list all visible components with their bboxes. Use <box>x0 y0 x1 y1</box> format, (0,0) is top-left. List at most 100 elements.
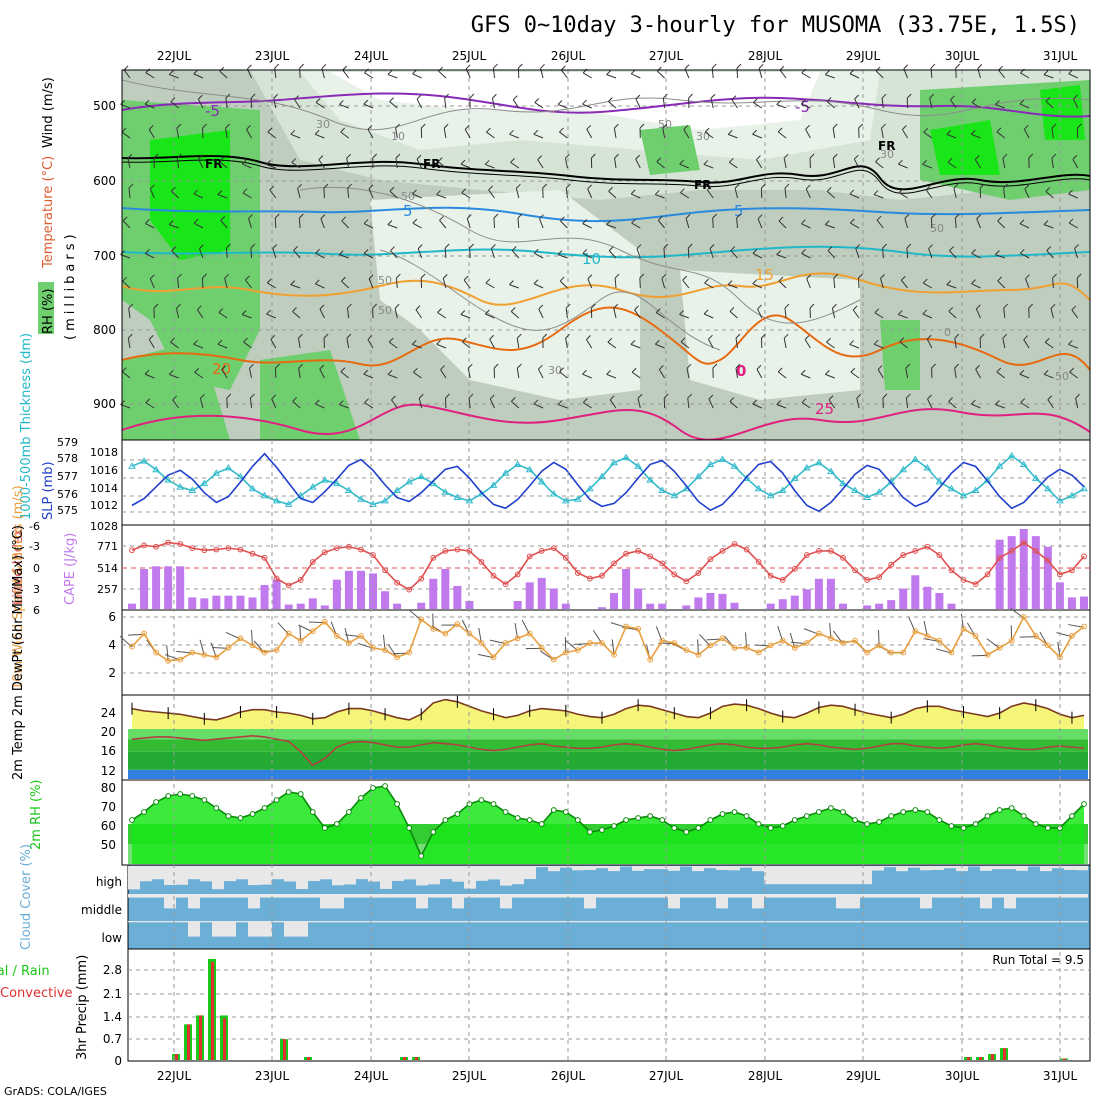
wind-barb <box>1002 338 1006 349</box>
cloud-high-gap <box>380 866 392 889</box>
cape-bar <box>597 607 606 609</box>
rh-line-marker <box>189 793 196 799</box>
wind-barb-flag <box>953 183 959 189</box>
surface-wind-barb <box>432 613 434 630</box>
cloud-low-gap <box>536 921 548 923</box>
contour-label: 30 <box>880 148 894 161</box>
wind-barb-flag <box>177 273 182 279</box>
wind-barb <box>776 404 787 409</box>
cape-bar <box>863 605 872 609</box>
wind-barb <box>560 69 568 79</box>
wind-barb-flag <box>679 310 684 315</box>
cloud-low-gap <box>776 921 788 923</box>
wind-barb <box>468 398 471 409</box>
wind-barb <box>170 190 179 199</box>
wind-barb-flag <box>193 189 199 195</box>
wind-barb-flag <box>368 274 374 280</box>
wind-barb <box>996 371 1006 379</box>
wind-barb-flag <box>825 370 830 375</box>
wind-barb-flag <box>537 155 543 160</box>
wind-barb-flag <box>1046 246 1052 251</box>
wind-barb-flag <box>412 218 418 224</box>
cape-bar <box>236 595 245 609</box>
wind-speed-line-marker <box>285 630 292 637</box>
wind-barb-flag <box>299 63 305 69</box>
dewpt-line <box>131 734 1085 767</box>
wind-barb-flag <box>387 220 393 225</box>
wind-barb-flag <box>680 337 686 343</box>
wind-speed-line-marker <box>141 630 147 637</box>
cloud-high-gap <box>176 866 188 885</box>
wind-barb <box>776 254 787 259</box>
wind-barb <box>832 128 836 139</box>
cloud-high-gap <box>644 866 656 870</box>
wind-barb-flag <box>389 97 394 102</box>
wind-barb-flag <box>931 213 936 219</box>
thickness-line-marker <box>1019 460 1028 468</box>
wind-barb <box>614 158 617 169</box>
wind-barb <box>346 158 350 169</box>
cape-bar <box>923 586 932 609</box>
cape-bar <box>453 585 462 609</box>
precip-tick: 1.4 <box>103 1010 122 1024</box>
wind-speed-line-marker <box>237 635 244 642</box>
wind-barb-flag <box>704 278 709 284</box>
precip-conv-bar <box>991 1054 994 1060</box>
wind-barb-flag <box>372 153 378 159</box>
wind-barb <box>533 133 544 139</box>
top-date-axis: 22JUL 23JUL 24JUL 25JUL 26JUL 27JUL 28JU… <box>157 49 1078 63</box>
wind-speed-line-marker <box>165 657 172 664</box>
wind-barb-flag <box>560 216 565 222</box>
cloud-low-gap <box>692 921 704 923</box>
wind-barb <box>954 368 957 379</box>
wind-barb <box>948 401 957 409</box>
cloud-mid-gap <box>332 894 344 909</box>
wind-barb-flag <box>394 303 400 309</box>
wind-barb <box>1073 98 1079 109</box>
wind-barb-flag <box>784 183 790 189</box>
rh-blobs <box>122 70 1090 440</box>
wind-barb <box>439 219 447 229</box>
wind-barb-flag <box>1045 97 1051 102</box>
cloud-mid-gap <box>548 894 560 898</box>
cape-bar <box>718 593 727 609</box>
wind-barb-flag <box>703 309 709 315</box>
wind-barb-flag <box>145 398 151 404</box>
thickness-line-marker <box>417 472 426 480</box>
wind-speed-line-marker <box>924 633 931 639</box>
rh-line-marker <box>382 783 388 789</box>
wind-speed-line-marker <box>815 630 822 637</box>
wind-barb <box>565 338 568 349</box>
wind-barb-flag <box>484 160 490 165</box>
wind-barb <box>757 308 763 319</box>
upper-axis-labels: RH (%) Temperature (°C) Wind (m/s) (mill… <box>38 77 78 340</box>
wind-barb <box>516 368 520 379</box>
wind-barb-flag <box>661 274 667 279</box>
wind-barb <box>637 398 641 409</box>
wind-barb <box>708 398 714 409</box>
wind-barb <box>464 129 471 139</box>
wind-barb-flag <box>1044 337 1050 343</box>
wind-barb <box>436 194 447 199</box>
wind-barb <box>655 343 665 349</box>
wind-barb-flag <box>954 213 960 219</box>
pressure-tick: 600 <box>93 174 116 188</box>
wind-barb-flag <box>906 243 912 249</box>
thickness-line-marker <box>634 462 643 469</box>
wind-barb <box>169 224 179 229</box>
wind-barb-flag <box>608 97 613 102</box>
cloud-high-gap <box>716 866 728 870</box>
wind-barb <box>686 368 690 379</box>
cloud-mid-gap <box>884 894 896 898</box>
wind-barb <box>1003 308 1006 319</box>
rh-line-marker <box>141 809 147 815</box>
date-label: 25JUL <box>452 1069 487 1083</box>
cloud-low-gap <box>464 921 476 923</box>
cloud-low-gap <box>1064 921 1076 923</box>
wind-barb <box>1069 371 1078 379</box>
wind-barb-flag <box>757 304 762 310</box>
thickness-tick: 578 <box>57 452 78 465</box>
wind-barb <box>176 128 180 139</box>
wind-barb <box>608 250 617 259</box>
wind-barb-flag <box>897 159 903 165</box>
